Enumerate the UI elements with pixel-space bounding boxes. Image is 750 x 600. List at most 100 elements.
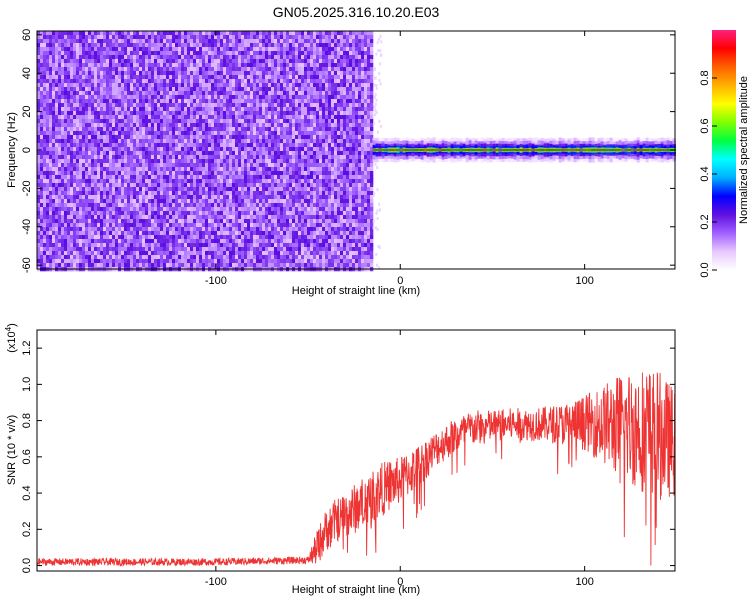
spectrogram-cell xyxy=(130,239,134,244)
spectrogram-cell xyxy=(142,215,146,220)
spectrogram-cell xyxy=(121,51,125,56)
spectrogram-cell xyxy=(103,131,107,136)
spectrogram-cell xyxy=(58,159,62,164)
spectrogram-cell xyxy=(109,135,113,140)
spectrogram-cell xyxy=(67,131,71,136)
spectrogram-cell xyxy=(148,231,152,236)
spectrogram-cell xyxy=(160,123,164,128)
spectrogram-cell xyxy=(160,99,164,104)
spectrogram-cell xyxy=(283,43,287,48)
spectrogram-cell xyxy=(208,95,212,100)
spectrogram-cell xyxy=(64,155,68,160)
spectrogram-cell xyxy=(175,91,179,96)
spectrogram-cell xyxy=(202,203,206,208)
spectrogram-cell xyxy=(220,35,224,40)
spectrogram-cell xyxy=(163,223,167,228)
spectrogram-cell xyxy=(271,63,275,68)
spectrogram-cell xyxy=(109,171,113,176)
spectrogram-cell xyxy=(184,79,188,84)
spectrogram-cell xyxy=(139,215,143,220)
spectrogram-cell xyxy=(181,227,185,232)
spectrogram-cell xyxy=(214,179,218,184)
spectrogram-cell xyxy=(178,239,182,244)
spectrogram-cell xyxy=(106,215,110,220)
spectrogram-cell xyxy=(55,115,59,120)
spectrogram-cell xyxy=(193,195,197,200)
spectrogram-cell xyxy=(202,167,206,172)
spectrogram-cell xyxy=(58,83,62,88)
spectrogram-cell xyxy=(199,115,203,120)
spectrogram-cell xyxy=(220,127,224,132)
spectrogram-cell xyxy=(76,111,80,116)
spectrogram-cell xyxy=(280,231,284,236)
spectrogram-cell xyxy=(262,239,266,244)
spectrogram-cell xyxy=(166,191,170,196)
spectrogram-cell xyxy=(199,231,203,236)
spectrogram-cell xyxy=(202,147,206,152)
spectrogram-cell xyxy=(211,195,215,200)
spectrogram-cell xyxy=(106,155,110,160)
spectrogram-cell xyxy=(226,163,230,168)
spectrogram-cell xyxy=(91,223,95,228)
spectrogram-cell xyxy=(94,155,98,160)
spectrogram-cell xyxy=(121,175,125,180)
spectrogram-cell xyxy=(43,147,47,152)
spectrogram-cell xyxy=(46,75,50,80)
spectrogram-cell xyxy=(76,43,80,48)
spectrogram-cell xyxy=(148,195,152,200)
spectrogram-cell xyxy=(238,199,242,204)
spectrogram-cell xyxy=(268,107,272,112)
spectrogram-cell xyxy=(49,155,53,160)
spectrogram-cell xyxy=(181,139,185,144)
spectrogram-cell xyxy=(256,231,260,236)
spectrogram-cell xyxy=(262,183,266,188)
spectrogram-cell xyxy=(64,151,68,156)
spectrogram-cell xyxy=(202,183,206,188)
spectrogram-cell xyxy=(190,211,194,216)
spectrogram-cell xyxy=(262,227,266,232)
spectrogram-cell xyxy=(196,87,200,92)
spectrogram-cell xyxy=(172,243,176,248)
spectrogram-cell xyxy=(112,147,116,152)
spectrogram-cell xyxy=(241,191,245,196)
spectrogram-cell xyxy=(229,59,233,64)
spectrogram-cell xyxy=(193,187,197,192)
spectrogram-cell xyxy=(244,235,248,240)
spectrogram-cell xyxy=(85,171,89,176)
spectrogram-cell xyxy=(187,143,191,148)
spectrogram-cell xyxy=(46,31,50,36)
spectrogram-cell xyxy=(151,39,155,44)
spectrogram-cell xyxy=(271,127,275,132)
spectrogram-cell xyxy=(217,239,221,244)
spectrogram-cell xyxy=(235,135,239,140)
spectrogram-cell xyxy=(217,247,221,252)
spectrogram-cell xyxy=(82,151,86,156)
spectrogram-cell xyxy=(256,63,260,68)
spectrogram-cell xyxy=(109,195,113,200)
spectrogram-cell xyxy=(157,115,161,120)
spectrogram-cell xyxy=(133,59,137,64)
spectrogram-cell xyxy=(220,239,224,244)
spectrogram-cell xyxy=(118,79,122,84)
spectrogram-cell xyxy=(232,71,236,76)
spectrogram-cell xyxy=(178,91,182,96)
spectrogram-cell xyxy=(64,71,68,76)
spectrogram-cell xyxy=(127,171,131,176)
spectrogram-cell xyxy=(127,155,131,160)
spectrogram-cell xyxy=(127,195,131,200)
spectrogram-cell xyxy=(271,35,275,40)
spectrogram-cell xyxy=(196,195,200,200)
spectrogram-cell xyxy=(103,147,107,152)
spectrogram-cell xyxy=(85,67,89,72)
spectrogram-cell xyxy=(160,51,164,56)
spectrogram-cell xyxy=(88,75,92,80)
spectrogram-cell xyxy=(94,175,98,180)
spectrogram-cell xyxy=(196,67,200,72)
spectrogram-cell xyxy=(280,215,284,220)
spectrogram-cell xyxy=(142,187,146,192)
spectrogram-cell xyxy=(214,95,218,100)
spectrogram-cell xyxy=(70,83,74,88)
spectrogram-cell xyxy=(97,91,101,96)
spectrogram-cell xyxy=(103,191,107,196)
spectrogram-cell xyxy=(49,167,53,172)
